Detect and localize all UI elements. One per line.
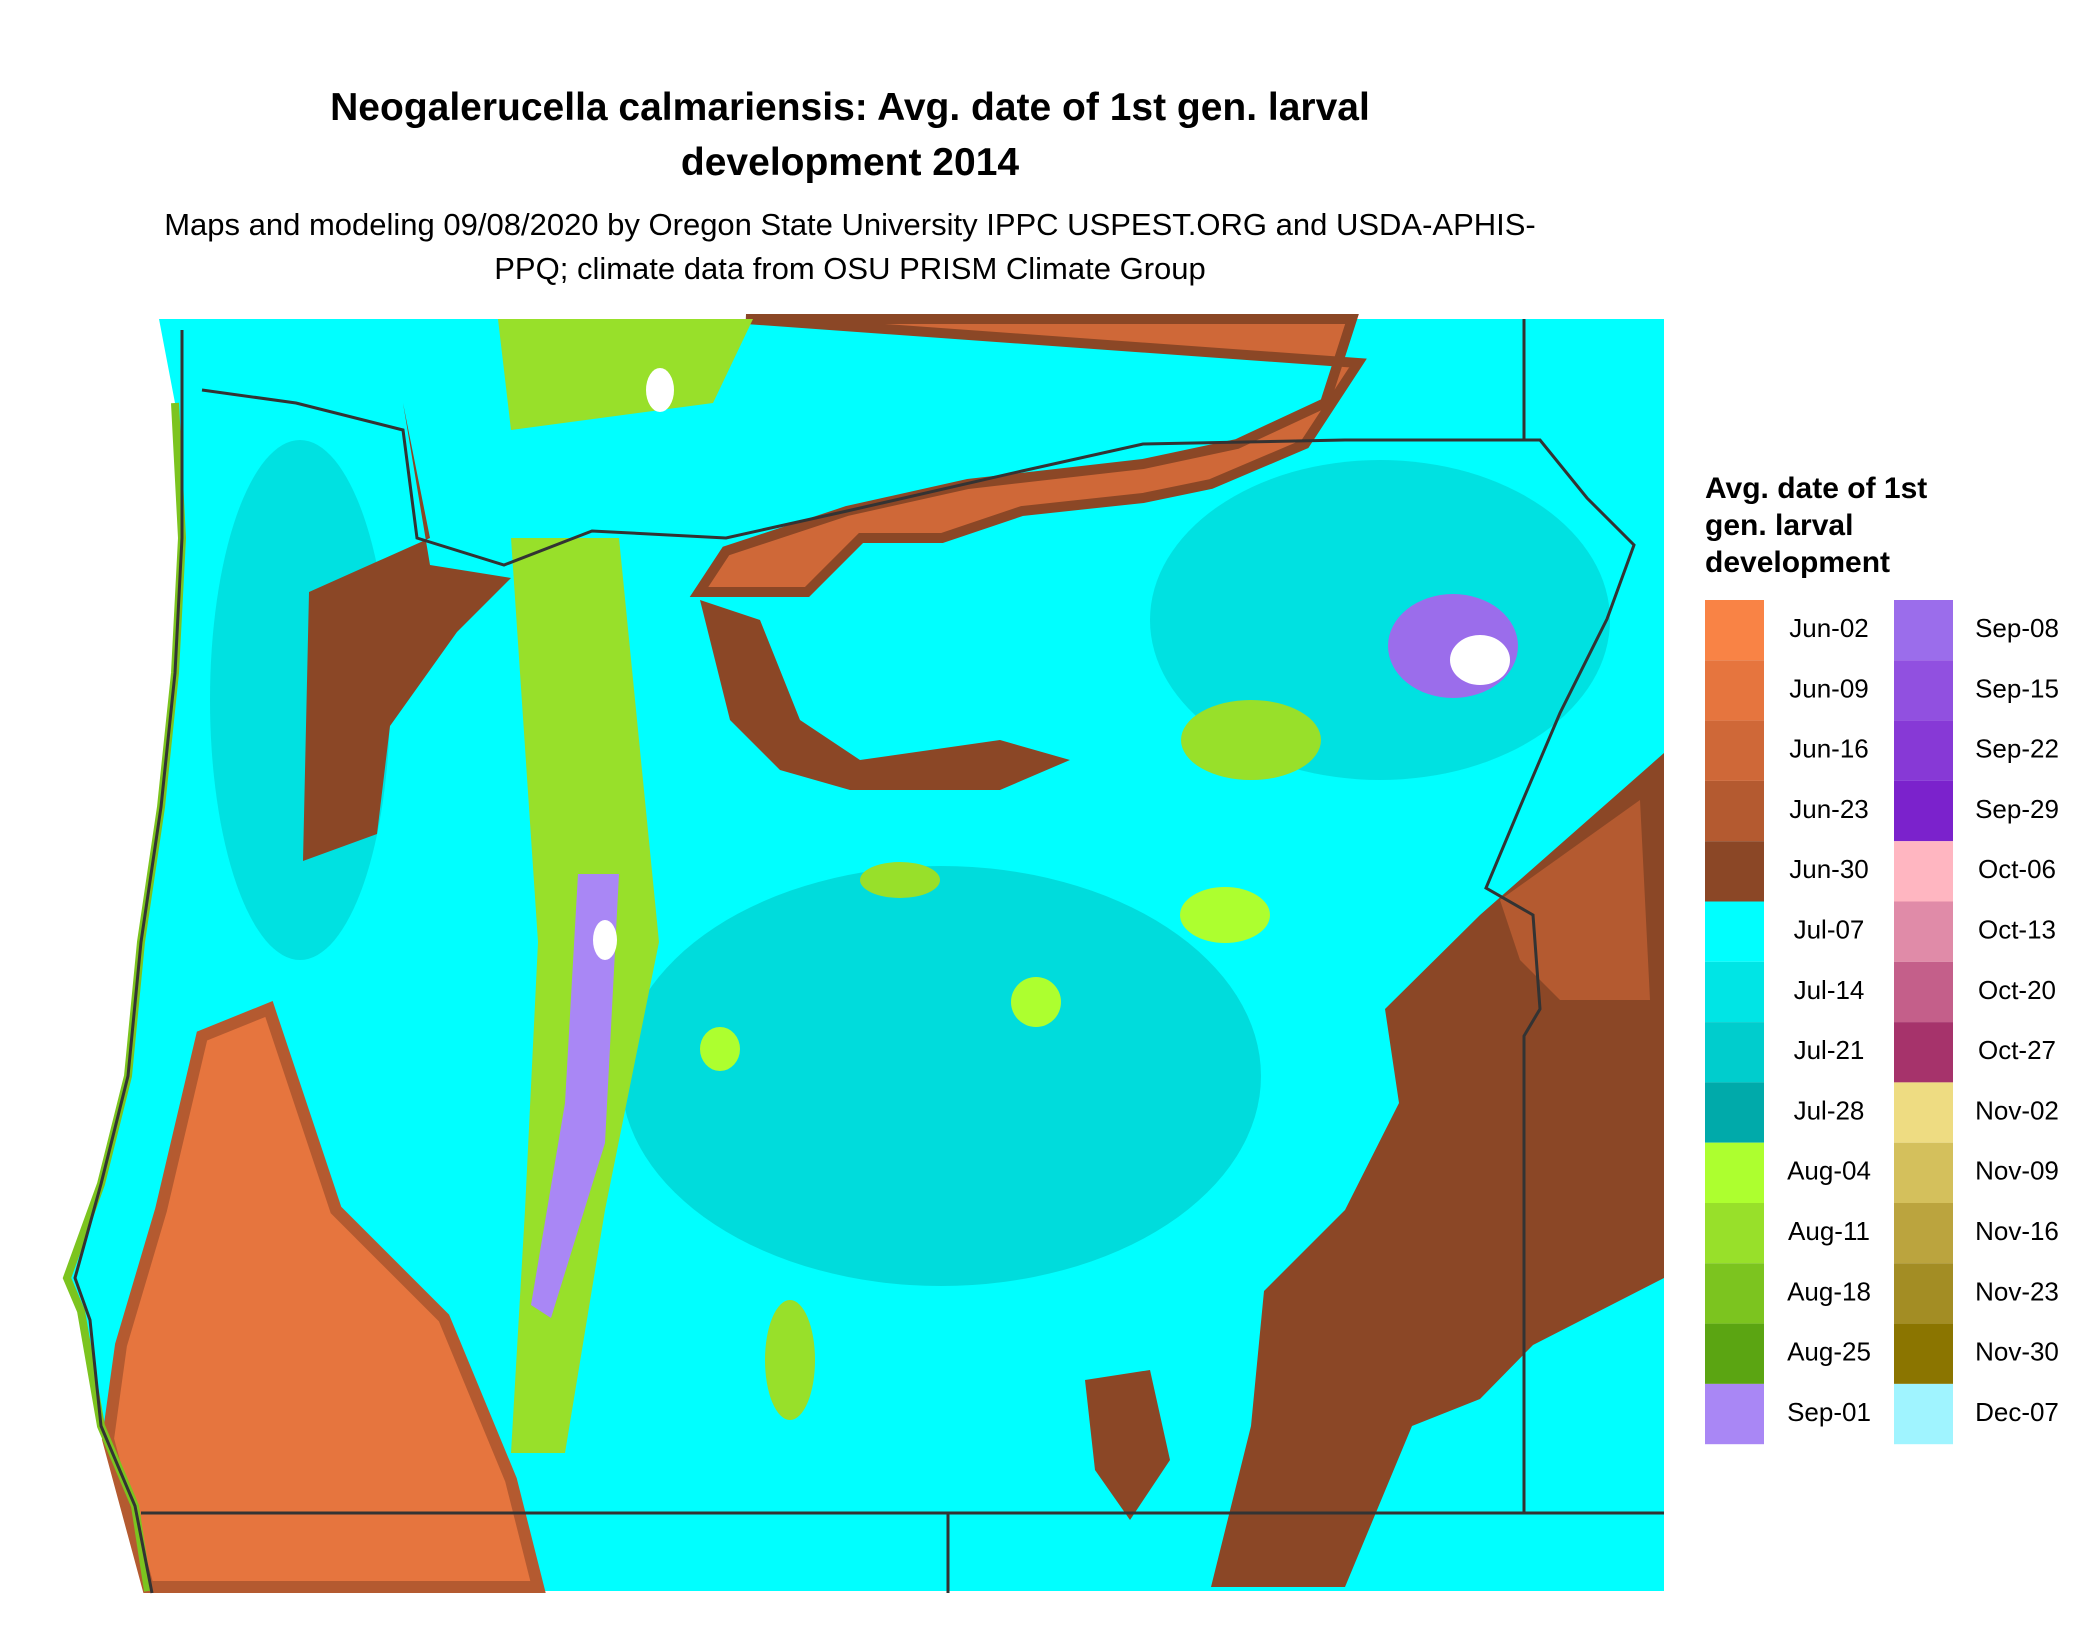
- legend-label: Nov-02: [1975, 1095, 2059, 1125]
- legend-swatch: [1705, 1203, 1764, 1264]
- legend-swatch: [1894, 600, 1953, 661]
- legend-label: Nov-09: [1975, 1156, 2059, 1186]
- legend-label: Nov-23: [1975, 1276, 2059, 1306]
- legend-label: Nov-16: [1975, 1216, 2059, 1246]
- legend-swatch: [1705, 1383, 1764, 1445]
- cool-zone: [593, 920, 617, 960]
- cool-zone: [765, 1300, 815, 1420]
- cool-zone: [700, 1027, 740, 1071]
- legend: Jun-02 Jun-09 Jun-16 Jun-23 Jun-30 Jul-07 Jul-…: [1705, 600, 2059, 1445]
- legend-swatch: [1894, 1263, 1953, 1324]
- interior-zone: [621, 866, 1261, 1286]
- legend-swatch: [1894, 660, 1953, 721]
- cool-zone: [860, 862, 940, 898]
- legend-label: Oct-27: [1978, 1035, 2056, 1065]
- legend-swatch: [1705, 600, 1764, 661]
- cool-zone: [498, 319, 753, 430]
- legend-swatch: [1894, 1383, 1953, 1445]
- map-title: Neogalerucella calmariensis: Avg. date o…: [330, 86, 1370, 184]
- legend-label: Oct-06: [1978, 854, 2056, 884]
- cool-zone: [1181, 700, 1321, 780]
- legend-label: Aug-18: [1787, 1276, 1871, 1306]
- warm-zone: [700, 600, 1070, 790]
- legend-label: Oct-20: [1978, 975, 2056, 1005]
- legend-swatch: [1705, 1022, 1764, 1083]
- legend-swatch: [1894, 780, 1953, 842]
- legend-swatch: [1705, 720, 1764, 781]
- legend-swatch: [1894, 841, 1953, 902]
- legend-swatch: [1894, 1142, 1953, 1203]
- legend-label: Jul-28: [1794, 1095, 1865, 1125]
- legend-label: Nov-30: [1975, 1337, 2059, 1367]
- warm-zone: [689, 314, 1367, 597]
- legend-label: Jun-09: [1789, 673, 1869, 703]
- interior-zone: [1150, 460, 1610, 780]
- cool-zone: [1450, 635, 1510, 685]
- state-border: [201, 388, 1636, 1513]
- legend-title: Avg. date of 1st gen. larval development: [1705, 472, 1928, 579]
- legend-swatch: [1705, 901, 1764, 962]
- cool-zone: [1011, 977, 1061, 1027]
- legend-swatch: [1705, 961, 1764, 1023]
- legend-swatch: [1894, 1323, 1953, 1384]
- legend-swatch: [1894, 901, 1953, 962]
- legend-swatch: [1705, 780, 1764, 842]
- legend-label: Oct-13: [1978, 915, 2056, 945]
- legend-label: Dec-07: [1975, 1397, 2059, 1427]
- raster-map: [62, 314, 1664, 1593]
- legend-label: Sep-08: [1975, 613, 2059, 643]
- legend-label: Sep-01: [1787, 1397, 1871, 1427]
- legend-swatch: [1894, 1082, 1953, 1143]
- legend-swatch: [1894, 1203, 1953, 1264]
- warm-zone: [1085, 1370, 1170, 1520]
- legend-label: Sep-22: [1975, 734, 2059, 764]
- legend-label: Aug-11: [1788, 1216, 1870, 1246]
- legend-label: Aug-25: [1787, 1337, 1871, 1367]
- legend-swatch: [1705, 1142, 1764, 1203]
- legend-swatch: [1894, 720, 1953, 781]
- legend-label: Aug-04: [1787, 1156, 1871, 1186]
- cool-zone: [1180, 887, 1270, 943]
- legend-label: Jul-21: [1794, 1035, 1865, 1065]
- warm-zone: [303, 403, 511, 861]
- cool-zone: [531, 874, 619, 1318]
- legend-swatch: [1705, 1082, 1764, 1143]
- legend-label: Jul-14: [1794, 975, 1865, 1005]
- legend-swatch: [1705, 1263, 1764, 1324]
- legend-swatch: [1705, 1323, 1764, 1384]
- warm-zone: [1500, 800, 1650, 1000]
- legend-label: Jun-02: [1789, 613, 1869, 643]
- legend-swatch: [1894, 1022, 1953, 1083]
- legend-label: Jun-23: [1789, 794, 1869, 824]
- warm-zone: [101, 1001, 546, 1593]
- legend-label: Sep-15: [1975, 673, 2059, 703]
- legend-label: Sep-29: [1975, 794, 2059, 824]
- legend-swatch: [1894, 961, 1953, 1023]
- coastline: [73, 330, 184, 1594]
- legend-label: Jun-16: [1789, 734, 1869, 764]
- cool-zone: [646, 368, 674, 412]
- legend-swatch: [1705, 660, 1764, 721]
- legend-label: Jun-30: [1789, 854, 1869, 884]
- legend-label: Jul-07: [1794, 915, 1865, 945]
- legend-swatch: [1705, 841, 1764, 902]
- map-subtitle: Maps and modeling 09/08/2020 by Oregon S…: [164, 207, 1536, 286]
- borders: [73, 319, 1664, 1594]
